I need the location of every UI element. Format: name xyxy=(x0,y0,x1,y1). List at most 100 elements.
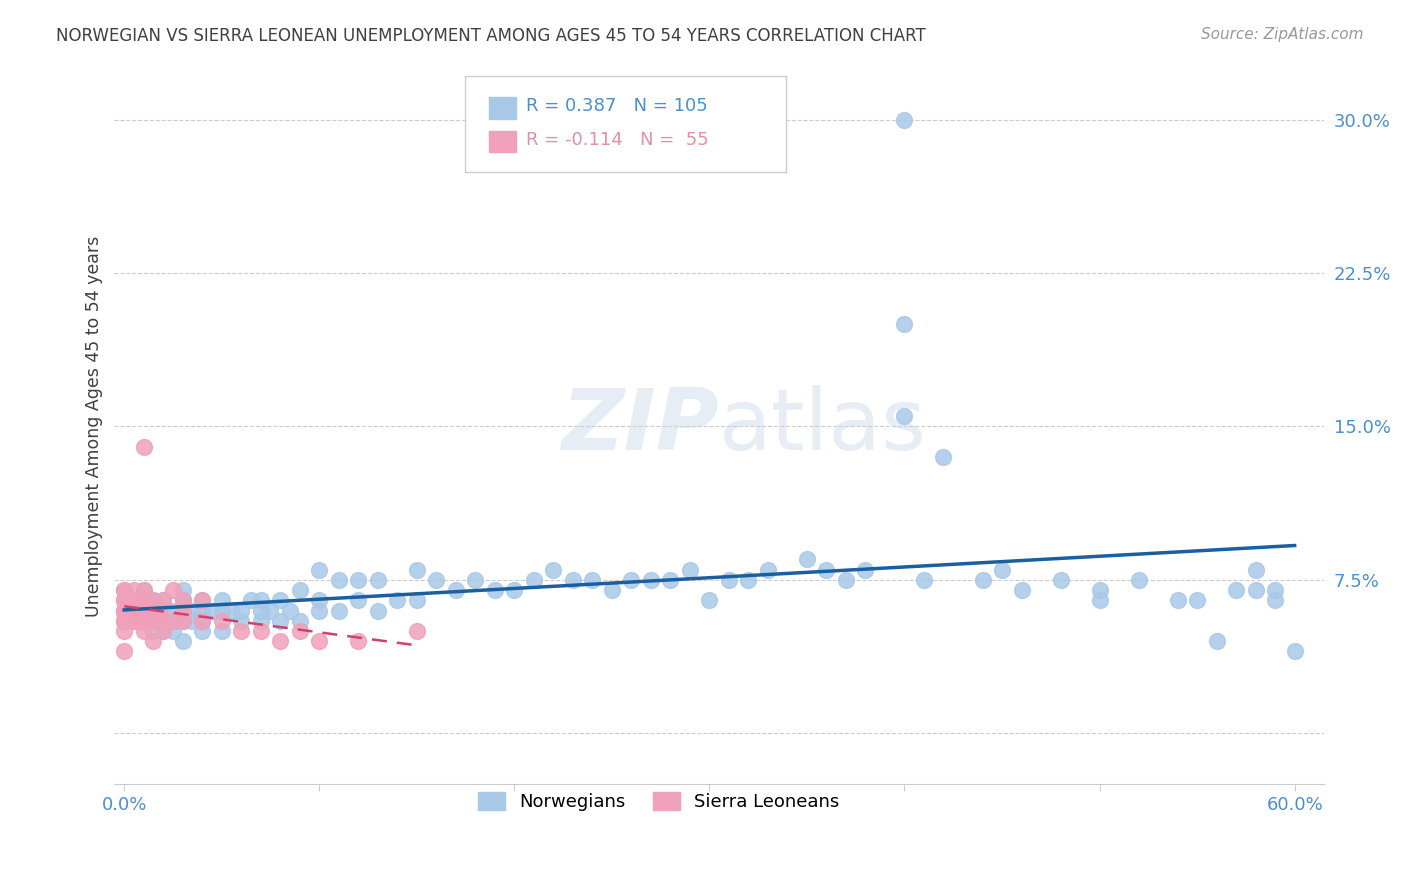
Point xyxy=(191,603,214,617)
Point xyxy=(132,603,155,617)
Point xyxy=(142,593,165,607)
Point xyxy=(991,563,1014,577)
Point xyxy=(142,603,165,617)
Point xyxy=(1244,583,1267,598)
Point xyxy=(347,573,370,587)
Point xyxy=(132,583,155,598)
FancyBboxPatch shape xyxy=(489,97,516,119)
Point xyxy=(211,593,233,607)
Point xyxy=(1264,583,1286,598)
Point xyxy=(269,614,291,628)
Point xyxy=(221,603,243,617)
Point xyxy=(425,573,447,587)
Point xyxy=(148,603,170,617)
Point xyxy=(132,593,155,607)
Point xyxy=(172,634,194,648)
Point xyxy=(172,593,194,607)
Point xyxy=(796,552,818,566)
Point xyxy=(152,593,174,607)
Point xyxy=(249,624,271,638)
Point xyxy=(1185,593,1208,607)
Point xyxy=(1264,593,1286,607)
Point xyxy=(249,603,271,617)
Point xyxy=(162,583,184,598)
Point xyxy=(288,614,311,628)
Point xyxy=(464,573,486,587)
Point xyxy=(112,603,135,617)
Text: Source: ZipAtlas.com: Source: ZipAtlas.com xyxy=(1201,27,1364,42)
Point xyxy=(152,624,174,638)
Point xyxy=(172,603,194,617)
Point xyxy=(156,603,179,617)
Point xyxy=(444,583,467,598)
Point xyxy=(308,634,330,648)
FancyBboxPatch shape xyxy=(489,131,516,153)
Point xyxy=(112,603,135,617)
Text: atlas: atlas xyxy=(718,385,927,468)
Point xyxy=(128,603,150,617)
Point xyxy=(1088,593,1111,607)
Point xyxy=(211,624,233,638)
Point xyxy=(893,409,915,424)
Point xyxy=(249,593,271,607)
Point xyxy=(112,614,135,628)
Point xyxy=(679,563,702,577)
Point xyxy=(191,593,214,607)
Point xyxy=(112,603,135,617)
Point xyxy=(347,634,370,648)
Point xyxy=(112,583,135,598)
Point xyxy=(128,614,150,628)
Point xyxy=(249,614,271,628)
Point xyxy=(152,614,174,628)
Text: R = 0.387   N = 105: R = 0.387 N = 105 xyxy=(526,97,707,115)
Point xyxy=(640,573,662,587)
Point xyxy=(156,614,179,628)
Point xyxy=(142,634,165,648)
Point xyxy=(122,614,145,628)
Point xyxy=(543,563,565,577)
Point xyxy=(162,624,184,638)
Point xyxy=(932,450,955,465)
Point xyxy=(162,603,184,617)
Text: NORWEGIAN VS SIERRA LEONEAN UNEMPLOYMENT AMONG AGES 45 TO 54 YEARS CORRELATION C: NORWEGIAN VS SIERRA LEONEAN UNEMPLOYMENT… xyxy=(56,27,927,45)
Point xyxy=(112,583,135,598)
Point xyxy=(1225,583,1247,598)
Point xyxy=(132,583,155,598)
Point xyxy=(172,614,194,628)
Point xyxy=(128,593,150,607)
Point xyxy=(367,603,389,617)
Point xyxy=(136,614,159,628)
Point xyxy=(484,583,506,598)
Point xyxy=(855,563,877,577)
Point xyxy=(835,573,858,587)
Point xyxy=(737,573,759,587)
Legend: Norwegians, Sierra Leoneans: Norwegians, Sierra Leoneans xyxy=(464,777,853,825)
Point xyxy=(152,614,174,628)
Point xyxy=(815,563,838,577)
Point xyxy=(328,573,350,587)
Point xyxy=(132,593,155,607)
Point xyxy=(211,603,233,617)
Point xyxy=(132,603,155,617)
Point xyxy=(142,614,165,628)
Point xyxy=(893,112,915,127)
Point xyxy=(278,603,301,617)
Point xyxy=(191,614,214,628)
Point xyxy=(1205,634,1227,648)
Point xyxy=(201,603,224,617)
Point xyxy=(162,614,184,628)
Point xyxy=(112,614,135,628)
Point xyxy=(972,573,994,587)
Point xyxy=(561,573,583,587)
Point xyxy=(167,614,190,628)
Point xyxy=(191,624,214,638)
Point xyxy=(1167,593,1189,607)
Point xyxy=(699,593,721,607)
Point xyxy=(600,583,623,598)
Point xyxy=(152,624,174,638)
Point xyxy=(259,603,281,617)
Point xyxy=(172,583,194,598)
Point xyxy=(367,573,389,587)
Point xyxy=(288,583,311,598)
Point xyxy=(231,614,253,628)
